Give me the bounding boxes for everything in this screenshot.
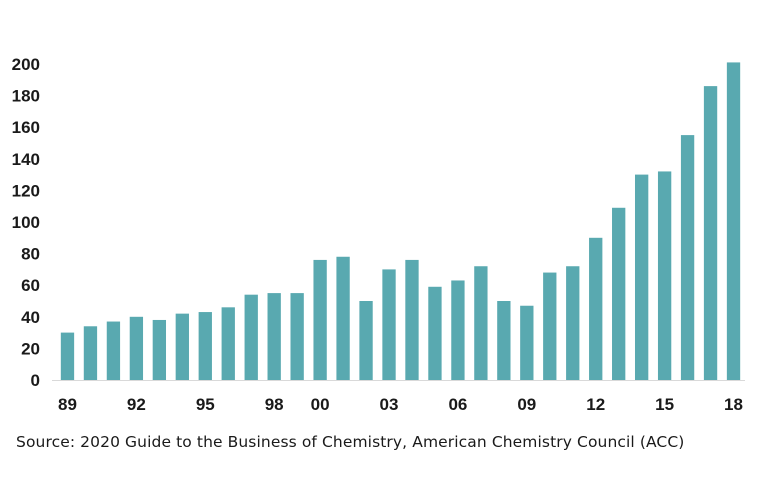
bar-95 (198, 312, 212, 380)
bar-18 (726, 62, 741, 381)
y-axis-ticks: 0 20 40 60 80 100 120 140 160 180 200 (12, 55, 40, 390)
bar-96 (221, 307, 235, 380)
bar-94 (175, 313, 189, 380)
x-tick-label: 15 (655, 395, 674, 414)
bar-11 (566, 266, 580, 380)
bar-13 (612, 207, 626, 380)
x-tick-label: 09 (517, 395, 536, 414)
y-tick-label: 60 (21, 276, 40, 295)
bar-12 (589, 237, 603, 380)
x-tick-label: 95 (196, 395, 215, 414)
bar-91 (106, 321, 121, 380)
bar-17 (703, 86, 718, 381)
bar-chart: 0 20 40 60 80 100 120 140 160 180 200 89 92 95 98 00 03… (12, 55, 745, 414)
bar-03 (382, 269, 396, 380)
x-tick-label: 98 (265, 395, 284, 414)
bar-98 (267, 293, 281, 380)
bar-14 (634, 174, 649, 380)
bar-05 (428, 286, 442, 380)
bar-08 (497, 301, 511, 380)
y-tick-label: 180 (12, 87, 40, 106)
bar-01 (336, 256, 350, 380)
x-tick-label: 06 (448, 395, 467, 414)
bar-90 (83, 326, 98, 380)
y-tick-label: 140 (12, 150, 40, 169)
y-tick-label: 160 (12, 118, 40, 137)
bar-07 (474, 266, 488, 380)
x-tick-label: 03 (380, 395, 399, 414)
y-tick-label: 120 (12, 181, 40, 200)
x-tick-label: 12 (586, 395, 605, 414)
y-tick-label: 0 (31, 371, 40, 390)
bar-16 (680, 135, 695, 380)
bar-97 (244, 294, 258, 380)
bar-92 (129, 316, 144, 380)
bar-00 (313, 259, 327, 380)
x-tick-label: 18 (724, 395, 743, 414)
x-tick-label: 92 (127, 395, 146, 414)
bar-89 (60, 332, 75, 380)
bar-09 (520, 305, 534, 380)
bar-02 (359, 301, 373, 380)
bar-99 (290, 293, 304, 380)
bar-10 (543, 272, 557, 380)
y-tick-label: 100 (12, 213, 40, 232)
x-axis-ticks: 89 92 95 98 00 03 06 09 12 15 18 (58, 395, 743, 414)
x-tick-label: 89 (58, 395, 77, 414)
bar-15 (657, 171, 672, 380)
y-tick-label: 200 (12, 55, 40, 74)
y-tick-label: 80 (21, 245, 40, 264)
bar-04 (405, 259, 419, 380)
bar-93 (152, 319, 167, 380)
bars-group (60, 62, 741, 381)
x-tick-label: 00 (311, 395, 330, 414)
bar-06 (451, 280, 465, 380)
y-tick-label: 40 (21, 308, 40, 327)
source-note: Source: 2020 Guide to the Business of Ch… (16, 433, 685, 451)
y-tick-label: 20 (21, 339, 40, 358)
